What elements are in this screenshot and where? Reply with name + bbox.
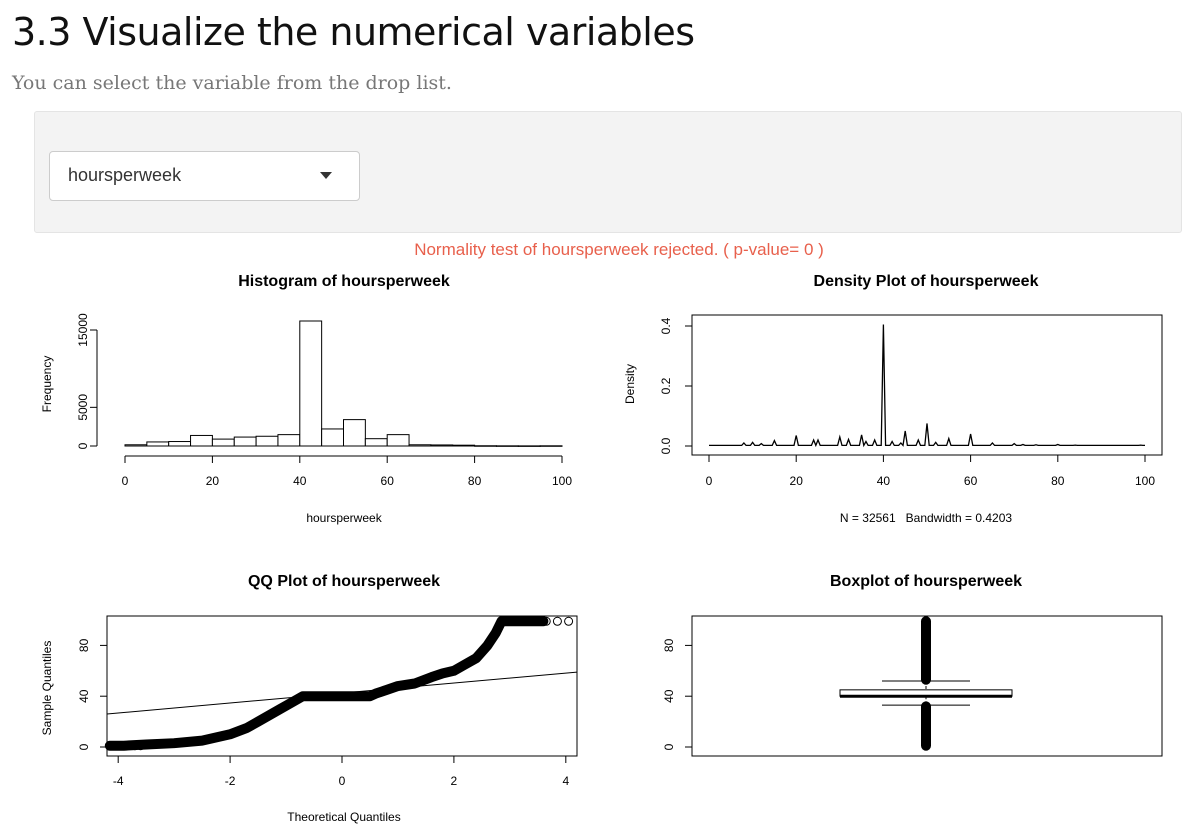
histogram-x-tick-label: 80	[468, 474, 482, 488]
density-title: Density Plot of hoursperweek	[814, 273, 1039, 290]
histogram-bar	[430, 444, 454, 447]
qq-panel: QQ Plot of hoursperweek -4 -2 0 2 4 0 40 80 Th…	[40, 573, 578, 824]
histogram-y-label: Frequency	[40, 356, 54, 413]
page-subtitle: You can select the variable from the dro…	[12, 72, 452, 94]
qq-title: QQ Plot of hoursperweek	[248, 573, 440, 590]
histogram-bar	[277, 434, 301, 447]
density-panel: Density Plot of hoursperweek 0 20 40 60 80 10…	[623, 273, 1163, 525]
histogram-bar	[190, 434, 213, 447]
histogram-bar	[233, 436, 257, 447]
qq-open-point	[541, 616, 551, 626]
density-plot-box	[691, 314, 1163, 456]
qq-x-label: Theoretical Quantiles	[287, 810, 400, 824]
qq-open-point	[136, 741, 146, 751]
histogram-bar	[299, 320, 323, 447]
qq-y-ticks: 0 40 80	[77, 638, 107, 750]
histogram-bars	[124, 320, 563, 447]
density-x-tick-label: 100	[1135, 474, 1155, 488]
histogram-y-tick-label: 5000	[76, 394, 90, 421]
qq-x-tick-label: -2	[225, 774, 236, 788]
density-y-tick-label: 0.0	[659, 437, 673, 454]
boxplot-y-tick-label: 0	[662, 743, 676, 750]
qq-x-tick-label: 0	[339, 774, 346, 788]
qq-open-point	[552, 616, 562, 626]
histogram-y-tick-label: 15000	[76, 313, 90, 347]
histogram-x-tick-label: 40	[293, 474, 307, 488]
density-x-tick-label: 60	[964, 474, 978, 488]
density-y-tick-label: 0.4	[659, 317, 673, 334]
density-x-label: N = 32561 Bandwidth = 0.4203	[840, 511, 1012, 525]
qq-open-points	[108, 616, 574, 751]
density-x-tick-label: 80	[1051, 474, 1065, 488]
qq-open-point	[564, 616, 574, 626]
histogram-bar	[321, 428, 344, 447]
density-y-ticks: 0.0 0.2 0.4	[659, 317, 692, 454]
histogram-x-tick-label: 20	[206, 474, 220, 488]
qq-open-point	[108, 741, 118, 751]
histogram-title: Histogram of hoursperweek	[238, 273, 450, 290]
histogram-y-tick-label: 0	[76, 442, 90, 449]
histogram-bar	[146, 441, 170, 447]
histogram-x-tick-label: 60	[381, 474, 395, 488]
density-y-label: Density	[623, 364, 637, 404]
histogram-x-ticks: 0 20 40 60 80 100	[122, 456, 572, 488]
density-x-ticks: 0 20 40 60 80 100	[706, 455, 1155, 488]
boxplot-box	[839, 616, 1013, 751]
qq-x-tick-label: 2	[451, 774, 458, 788]
qq-open-point	[130, 741, 140, 751]
qq-y-tick-label: 40	[77, 689, 91, 703]
page-title: 3.3 Visualize the numerical variables	[12, 10, 695, 54]
qq-y-label: Sample Quantiles	[40, 641, 54, 736]
boxplot-y-tick-label: 80	[662, 638, 676, 652]
qq-x-ticks: -4 -2 0 2 4	[113, 756, 569, 788]
histogram-bar	[517, 445, 541, 447]
boxplot-panel: Boxplot of hoursperweek 0 40 80	[662, 573, 1163, 757]
boxplot-title: Boxplot of hoursperweek	[830, 573, 1022, 590]
histogram-bar	[474, 445, 497, 447]
boxplot-y-tick-label: 40	[662, 689, 676, 703]
histogram-x-tick-label: 100	[552, 474, 572, 488]
normality-test-message: Normality test of hoursperweek rejected.…	[414, 240, 824, 259]
input-panel: hoursperweek	[34, 111, 1182, 233]
histogram-bar	[386, 434, 410, 447]
histogram-bar	[495, 445, 519, 447]
histogram-bar	[124, 444, 148, 447]
qq-x-tick-label: 4	[562, 774, 569, 788]
histogram-bar	[408, 444, 432, 447]
qq-points	[104, 616, 549, 751]
histogram-bar	[211, 438, 235, 447]
qq-y-tick-label: 80	[77, 638, 91, 652]
qq-x-tick-label: -4	[113, 774, 124, 788]
variable-select-value: hoursperweek	[68, 165, 182, 185]
density-x-tick-label: 0	[706, 474, 713, 488]
chevron-down-icon[interactable]	[320, 172, 332, 179]
density-y-tick-label: 0.2	[659, 377, 673, 394]
density-x-tick-label: 40	[877, 474, 891, 488]
qq-y-tick-label: 0	[77, 743, 91, 750]
histogram-bar	[452, 444, 476, 447]
histogram-bar	[168, 441, 192, 447]
boxplot-plot-box	[691, 615, 1163, 757]
variable-select[interactable]: hoursperweek	[49, 151, 360, 201]
density-x-tick-label: 20	[790, 474, 804, 488]
histogram-bar	[343, 419, 366, 447]
histogram-x-label: hoursperweek	[306, 511, 382, 525]
qq-plot-box	[106, 615, 578, 757]
histogram-x-tick-label: 0	[122, 474, 129, 488]
histogram-panel: Histogram of hoursperweek 0 20 40 60 80 100 h…	[40, 273, 572, 525]
histogram-y-ticks: 0 5000 15000	[76, 313, 97, 449]
density-curve	[709, 324, 1145, 448]
boxplot-y-ticks: 0 40 80	[662, 638, 692, 750]
histogram-bar	[539, 445, 563, 447]
histogram-bar	[255, 435, 279, 447]
histogram-bar	[364, 438, 388, 447]
